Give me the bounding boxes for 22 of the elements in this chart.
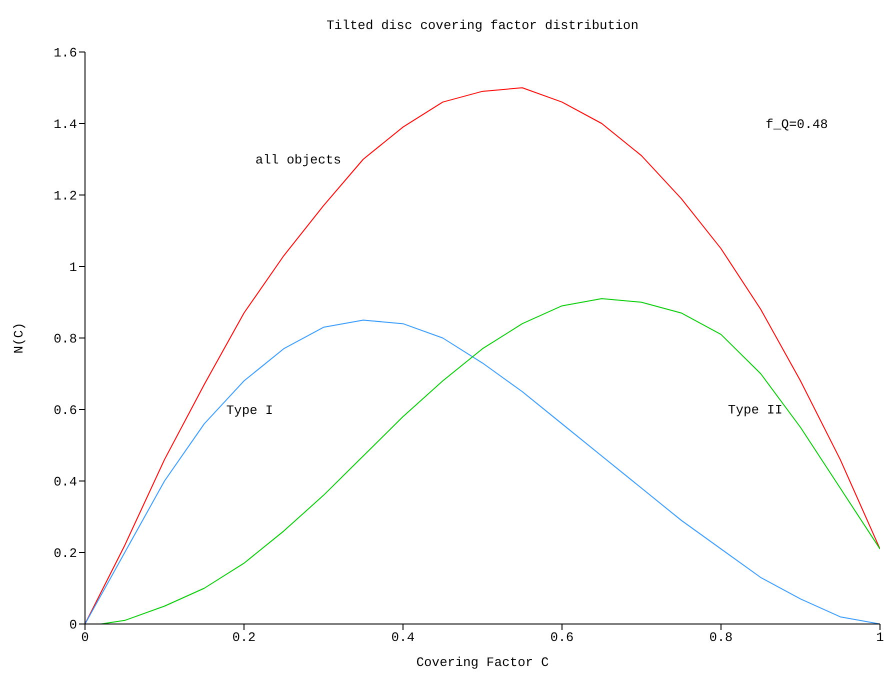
x-axis-title: Covering Factor C [416, 655, 550, 670]
y-tick-label: 1.2 [54, 188, 77, 204]
x-tick-label: 0.4 [391, 630, 415, 646]
series-label: Type I [226, 402, 274, 418]
y-tick-label: 1.6 [54, 46, 77, 61]
y-tick-label: 0.8 [54, 332, 77, 347]
annotation: f_Q=0.48 [766, 117, 828, 132]
x-tick-label: 0.8 [709, 630, 733, 646]
x-tick-label: 0 [81, 630, 89, 646]
x-tick-label: 0.2 [232, 630, 256, 646]
y-axis-title: N(C) [12, 322, 27, 354]
x-tick-label: 0.6 [550, 630, 574, 646]
x-tick-label: 1 [876, 630, 884, 646]
y-tick-label: 0.6 [54, 403, 77, 418]
y-tick-label: 0 [69, 618, 77, 633]
y-tick-label: 0.2 [54, 546, 77, 562]
y-tick-label: 1 [69, 260, 78, 276]
series-label: Type II [728, 402, 782, 418]
y-tick-label: 1.4 [54, 117, 78, 132]
series-label: all objects [255, 152, 342, 168]
y-tick-label: 0.4 [54, 474, 78, 490]
chart-title: Tilted disc covering factor distribution [325, 18, 640, 33]
